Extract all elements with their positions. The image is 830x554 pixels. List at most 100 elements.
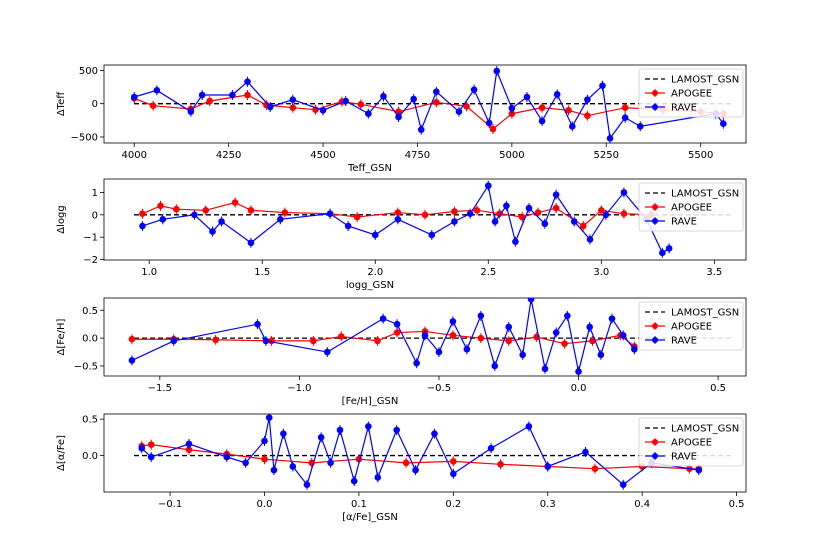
data-point-rave xyxy=(552,191,560,198)
x-tick-label: 5500 xyxy=(688,150,713,161)
data-point-rave xyxy=(130,93,138,101)
data-point-rave xyxy=(431,430,438,437)
data-point-rave xyxy=(327,459,334,467)
data-point-rave xyxy=(552,329,560,336)
data-point-rave xyxy=(170,337,178,345)
series-line-rave xyxy=(131,298,635,372)
data-point-rave xyxy=(128,357,136,364)
data-point-rave xyxy=(477,312,485,320)
legend-box xyxy=(638,68,744,118)
legend: LAMOST_GSN APOGEE RAVE xyxy=(638,301,744,351)
y-tick-label: −500 xyxy=(71,133,98,144)
legend-label: LAMOST_GSN xyxy=(671,308,739,319)
data-point-rave xyxy=(262,337,270,345)
data-point-rave xyxy=(147,453,155,461)
data-point-apogee xyxy=(518,213,526,221)
data-area xyxy=(134,180,731,258)
data-point-rave xyxy=(487,444,495,452)
data-point-rave xyxy=(428,231,436,239)
data-point-apogee xyxy=(281,209,289,216)
data-point-rave xyxy=(544,463,552,470)
data-point-apogee xyxy=(489,125,497,133)
x-tick-label: 0.1 xyxy=(351,499,367,510)
data-point-rave xyxy=(484,182,492,190)
data-point-rave xyxy=(570,218,578,225)
plot-frame xyxy=(103,178,747,261)
data-point-rave xyxy=(541,220,549,228)
data-point-rave xyxy=(527,298,535,303)
data-point-rave xyxy=(229,91,236,99)
x-axis-label: logg_GSN xyxy=(346,280,394,291)
data-point-rave xyxy=(564,312,571,320)
data-point-rave xyxy=(451,218,458,225)
data-point-rave xyxy=(395,113,402,121)
data-point-rave xyxy=(185,440,193,448)
data-point-rave xyxy=(491,218,499,225)
data-point-rave xyxy=(289,96,297,103)
data-point-apogee xyxy=(450,458,457,465)
data-point-rave xyxy=(659,249,666,257)
data-point-apogee xyxy=(620,210,628,217)
data-point-apogee xyxy=(374,337,381,345)
data-point-apogee xyxy=(244,91,251,99)
y-tick-label: 0.0 xyxy=(82,334,98,345)
x-tick-label: 0.3 xyxy=(540,499,556,510)
data-point-rave xyxy=(289,463,297,470)
data-point-apogee xyxy=(449,332,457,339)
data-point-rave xyxy=(344,222,352,230)
data-point-apogee xyxy=(477,334,485,342)
y-tick-label: −1 xyxy=(83,233,98,244)
data-point-apogee xyxy=(451,208,458,215)
x-tick-label: 1.5 xyxy=(254,267,270,278)
data-point-rave xyxy=(218,218,225,225)
x-tick-label: 1.0 xyxy=(141,267,157,278)
x-tick-label: −0.1 xyxy=(158,499,182,510)
data-point-rave xyxy=(261,437,268,445)
x-tick-label: −0.5 xyxy=(427,383,451,394)
x-tick-label: 2.5 xyxy=(480,267,496,278)
data-point-apogee xyxy=(579,222,587,230)
data-point-apogee xyxy=(353,213,361,221)
data-point-rave xyxy=(277,215,284,223)
legend-label: RAVE xyxy=(671,217,697,228)
legend-marker-apogee xyxy=(652,439,658,445)
data-point-apogee xyxy=(261,455,268,463)
data-point-apogee xyxy=(394,209,402,216)
data-point-rave xyxy=(538,117,546,125)
data-point-apogee xyxy=(463,103,470,110)
y-axis-label: Δ[Fe/H] xyxy=(56,318,67,355)
legend-label: APOGEE xyxy=(671,89,712,100)
data-point-rave xyxy=(584,96,591,103)
data-point-rave xyxy=(455,108,463,115)
legend-label: LAMOST_GSN xyxy=(671,424,739,435)
data-point-rave xyxy=(435,348,443,356)
data-point-rave xyxy=(608,315,616,322)
data-point-apogee xyxy=(565,107,572,114)
data-point-rave xyxy=(582,448,589,456)
data-point-rave xyxy=(553,91,561,98)
data-point-apogee xyxy=(395,108,402,115)
series-line-rave xyxy=(134,68,724,140)
y-axis-label: ΔTeff xyxy=(56,91,67,116)
data-point-rave xyxy=(153,87,161,94)
data-point-apogee xyxy=(538,104,546,111)
y-axis-label: Δ[α/Fe] xyxy=(56,435,67,471)
data-point-apogee xyxy=(310,337,317,345)
x-tick-label: 4500 xyxy=(310,150,335,161)
data-point-rave xyxy=(568,123,576,130)
data-point-rave xyxy=(619,332,627,339)
data-point-rave xyxy=(525,423,533,430)
data-point-apogee xyxy=(212,336,219,344)
data-point-rave xyxy=(326,210,334,217)
x-tick-label: 4000 xyxy=(121,150,146,161)
data-point-rave xyxy=(159,215,167,223)
data-point-rave xyxy=(198,91,206,99)
data-point-rave xyxy=(449,318,457,325)
data-point-rave xyxy=(265,414,273,421)
x-tick-label: 4250 xyxy=(216,150,241,161)
data-point-apogee xyxy=(621,104,629,111)
data-point-apogee xyxy=(147,441,155,448)
data-point-rave xyxy=(597,351,605,359)
data-point-rave xyxy=(631,345,638,353)
data-area xyxy=(134,414,731,490)
